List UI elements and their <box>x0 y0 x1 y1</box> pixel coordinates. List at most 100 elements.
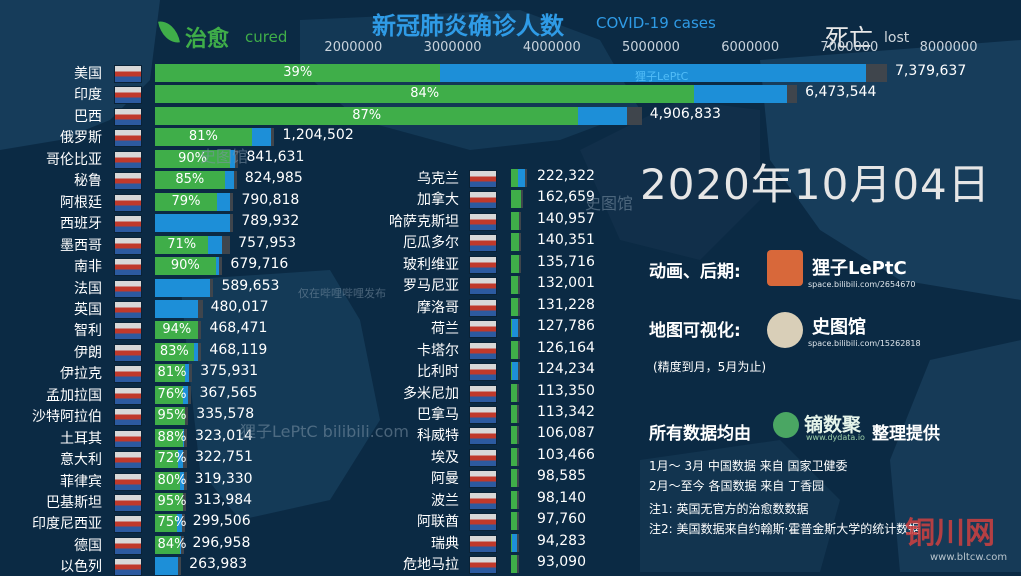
total-value-label: 322,751 <box>195 449 253 465</box>
country-flag-icon <box>114 365 142 383</box>
country-name: 加拿大 <box>417 189 459 209</box>
country-flag-icon <box>114 237 142 255</box>
country-name: 巴基斯坦 <box>46 492 102 512</box>
country-name: 印度尼西亚 <box>32 513 102 533</box>
cured-segment <box>511 190 521 208</box>
country-name: 沙特阿拉伯 <box>32 406 102 426</box>
total-value-label: 468,471 <box>209 320 267 336</box>
dead-segment <box>234 171 237 189</box>
total-value-label: 94,283 <box>537 533 586 549</box>
map-credit-label: 地图可视化: <box>649 316 741 341</box>
cured-segment <box>511 169 518 187</box>
dead-segment <box>518 319 520 337</box>
dead-segment <box>519 212 521 230</box>
country-flag-icon <box>469 513 497 531</box>
site-watermark: 铜川网 <box>905 508 995 552</box>
x-tick-label: 7000000 <box>820 40 878 55</box>
country-name: 卡塔尔 <box>417 340 459 360</box>
case-bar <box>155 214 233 232</box>
country-flag-icon <box>469 299 497 317</box>
total-value-label: 113,350 <box>537 383 595 399</box>
cured-percent-label: 71% <box>155 237 208 252</box>
total-value-label: 135,716 <box>537 254 595 270</box>
country-flag-icon <box>469 277 497 295</box>
map-precision-note: (精度到月，5月为止) <box>653 358 766 375</box>
cured-segment <box>511 255 519 273</box>
animation-author: 狸子LePtC <box>812 254 907 280</box>
country-name: 西班牙 <box>60 213 102 233</box>
x-tick-label: 3000000 <box>424 40 482 55</box>
country-flag-icon <box>469 191 497 209</box>
dead-segment <box>517 426 519 444</box>
total-value-label: 127,786 <box>537 318 595 334</box>
cured-segment <box>511 362 512 380</box>
watermark-bilibili: 狸子LePtC bilibili.com <box>240 418 409 442</box>
country-name: 乌克兰 <box>417 168 459 188</box>
total-value-label: 299,506 <box>193 513 251 529</box>
total-value-label: 113,342 <box>537 404 595 420</box>
total-value-label: 841,631 <box>246 149 304 165</box>
country-flag-icon <box>469 556 497 574</box>
cured-percent-label: 75% <box>155 515 189 530</box>
country-name: 哥伦比亚 <box>46 149 102 169</box>
cured-percent-label: 94% <box>155 322 199 337</box>
country-flag-icon <box>469 234 497 252</box>
country-name: 秘鲁 <box>74 170 102 190</box>
total-value-label: 103,466 <box>537 447 595 463</box>
country-flag-icon <box>469 470 497 488</box>
source-note-1: 1月～ 3月 中国数据 来自 国家卫健委 <box>649 457 848 474</box>
total-value-label: 140,351 <box>537 232 595 248</box>
total-value-label: 97,760 <box>537 511 586 527</box>
dead-segment <box>787 85 797 103</box>
total-value-label: 132,001 <box>537 275 595 291</box>
total-value-label: 789,932 <box>241 213 299 229</box>
x-tick-label: 8000000 <box>920 40 978 55</box>
country-flag-icon <box>114 258 142 276</box>
data-credit-suffix: 整理提供 <box>872 419 940 444</box>
data-credit-label: 所有数据均由 <box>649 419 751 444</box>
country-name: 意大利 <box>60 449 102 469</box>
total-value-label: 4,906,833 <box>650 106 721 122</box>
country-flag-icon <box>114 86 142 104</box>
dead-segment <box>517 491 519 509</box>
x-tick-label: 4000000 <box>523 40 581 55</box>
watermark-bar-overlay: 狸子LePtC <box>635 68 688 84</box>
total-value-label: 296,958 <box>192 535 250 551</box>
country-flag-icon <box>114 408 142 426</box>
dead-segment <box>519 233 521 251</box>
country-name: 南非 <box>74 256 102 276</box>
country-name: 阿联酋 <box>417 511 459 531</box>
country-flag-icon <box>114 494 142 512</box>
total-value-label: 1,204,502 <box>282 127 353 143</box>
country-name: 伊拉克 <box>60 363 102 383</box>
dead-segment <box>189 364 192 382</box>
cured-percent-label: 90% <box>155 258 216 273</box>
country-name: 玻利维亚 <box>403 254 459 274</box>
total-value-label: 7,379,637 <box>895 63 966 79</box>
cured-percent-label: 39% <box>155 65 440 80</box>
total-value-label: 98,585 <box>537 468 586 484</box>
country-flag-icon <box>114 537 142 555</box>
dead-segment <box>219 257 222 275</box>
cured-percent-label: 81% <box>155 365 189 380</box>
cured-percent-label: 84% <box>155 86 694 101</box>
country-name: 危地马拉 <box>403 554 459 574</box>
country-flag-icon <box>114 172 142 190</box>
date-display: 2020年10月04日 <box>640 151 991 212</box>
cured-percent-label: 72% <box>155 451 189 466</box>
country-name: 墨西哥 <box>60 235 102 255</box>
country-flag-icon <box>469 363 497 381</box>
dead-segment <box>517 534 519 552</box>
country-name: 印度 <box>74 84 102 104</box>
total-value-label: 124,234 <box>537 361 595 377</box>
total-value-label: 468,119 <box>209 342 267 358</box>
country-flag-icon <box>469 170 497 188</box>
country-name: 比利时 <box>417 361 459 381</box>
country-name: 厄瓜多尔 <box>403 232 459 252</box>
footnote-2: 注2: 美国数据来自约翰斯·霍普金斯大学的统计数据 <box>649 520 920 537</box>
country-name: 荷兰 <box>431 318 459 338</box>
watermark-cn-2: 史图馆 <box>585 190 633 214</box>
dydata-logo-icon <box>773 412 799 438</box>
country-name: 法国 <box>74 278 102 298</box>
cured-percent-label: 79% <box>155 194 217 209</box>
